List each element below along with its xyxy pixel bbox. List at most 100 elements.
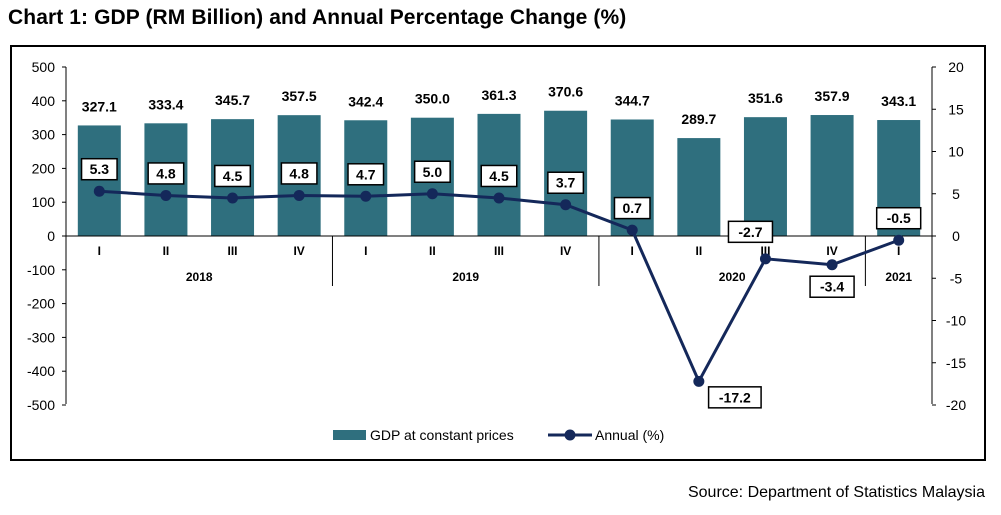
annual-change-label: -0.5 bbox=[887, 210, 911, 226]
gdp-bar-label: 343.1 bbox=[881, 93, 916, 109]
annual-change-marker bbox=[160, 189, 172, 201]
quarter-label: I bbox=[364, 244, 367, 258]
quarter-label: IV bbox=[293, 244, 304, 258]
annual-label-box bbox=[347, 163, 385, 186]
annual-change-label: -17.2 bbox=[719, 389, 751, 405]
right-tick-label: -15 bbox=[946, 355, 966, 371]
left-tick-label: -100 bbox=[27, 262, 55, 278]
annual-change-label: 4.5 bbox=[489, 168, 509, 184]
gdp-bar-label: 351.6 bbox=[748, 90, 783, 106]
gdp-bar-label: 370.6 bbox=[548, 84, 583, 100]
annual-change-label: 4.5 bbox=[223, 168, 243, 184]
annual-change-marker bbox=[826, 259, 838, 271]
quarter-label: II bbox=[429, 244, 436, 258]
source-note: Source: Department of Statistics Malaysi… bbox=[687, 484, 985, 501]
annual-label-box bbox=[413, 160, 451, 183]
annual-change-marker bbox=[293, 189, 305, 201]
legend-line-label: Annual (%) bbox=[595, 427, 664, 443]
legend-bar-swatch bbox=[333, 430, 366, 440]
annual-change-marker bbox=[626, 224, 638, 236]
right-tick-label: -20 bbox=[946, 397, 966, 413]
year-label: 2021 bbox=[885, 270, 912, 284]
left-tick-label: 400 bbox=[32, 93, 56, 109]
annual-label-box bbox=[613, 196, 651, 220]
right-tick-label: 0 bbox=[952, 228, 960, 244]
right-tick-label: 10 bbox=[948, 144, 964, 160]
annual-change-marker bbox=[560, 199, 572, 211]
quarter-label: II bbox=[163, 244, 170, 258]
right-tick-label: -10 bbox=[946, 313, 966, 329]
gdp-bar-label: 333.4 bbox=[148, 96, 183, 112]
gdp-bar-label: 327.1 bbox=[82, 98, 117, 114]
left-tick-label: 500 bbox=[32, 59, 56, 75]
legend-line-marker bbox=[564, 429, 576, 441]
right-tick-label: 5 bbox=[952, 186, 960, 202]
annual-label-box bbox=[875, 206, 922, 230]
gdp-bar-label: 357.9 bbox=[815, 88, 850, 104]
gdp-bar bbox=[743, 117, 787, 236]
annual-label-box bbox=[809, 275, 855, 298]
annual-change-label: 0.7 bbox=[622, 200, 642, 216]
quarter-label: IV bbox=[826, 244, 837, 258]
quarter-label: I bbox=[897, 244, 900, 258]
annual-change-marker bbox=[493, 192, 505, 204]
annual-label-box bbox=[147, 162, 185, 185]
left-tick-label: 300 bbox=[32, 127, 56, 143]
quarter-label: III bbox=[760, 244, 770, 258]
right-tick-label: 20 bbox=[948, 59, 964, 75]
annual-change-label: -2.7 bbox=[738, 224, 762, 240]
annual-label-box bbox=[707, 386, 762, 409]
left-tick-label: -300 bbox=[27, 329, 55, 345]
left-tick-label: -500 bbox=[27, 397, 55, 413]
chart-title: Chart 1: GDP (RM Billion) and Annual Per… bbox=[8, 6, 627, 29]
gdp-bar-label: 361.3 bbox=[481, 87, 516, 103]
annual-change-marker bbox=[93, 185, 105, 197]
annual-change-label: 5.0 bbox=[423, 164, 443, 180]
quarter-label: II bbox=[696, 244, 703, 258]
annual-change-label: 4.8 bbox=[156, 165, 176, 181]
gdp-bar-label: 342.4 bbox=[348, 93, 383, 109]
annual-change-marker bbox=[893, 234, 905, 246]
annual-label-box bbox=[280, 162, 318, 185]
left-tick-label: -400 bbox=[27, 363, 55, 379]
annual-label-box bbox=[727, 220, 774, 244]
annual-change-label: 4.8 bbox=[289, 165, 309, 181]
gdp-bar bbox=[810, 115, 854, 236]
annual-label-box bbox=[547, 171, 585, 194]
annual-label-box bbox=[214, 164, 252, 188]
year-label: 2020 bbox=[719, 270, 746, 284]
annual-change-marker bbox=[227, 192, 239, 204]
year-label: 2019 bbox=[452, 270, 479, 284]
annual-change-marker bbox=[360, 190, 372, 202]
quarter-label: IV bbox=[560, 244, 571, 258]
quarter-label: I bbox=[98, 244, 101, 258]
left-tick-label: 0 bbox=[47, 228, 55, 244]
gdp-bar bbox=[677, 138, 721, 236]
chart-frame bbox=[10, 45, 986, 461]
annual-change-label: 3.7 bbox=[556, 175, 576, 191]
right-tick-label: 15 bbox=[948, 101, 964, 117]
quarter-label: I bbox=[631, 244, 634, 258]
left-tick-label: 200 bbox=[32, 160, 56, 176]
right-tick-label: -5 bbox=[950, 270, 963, 286]
quarter-label: III bbox=[228, 244, 238, 258]
annual-change-label: -3.4 bbox=[820, 279, 844, 295]
annual-label-box bbox=[480, 164, 518, 188]
gdp-bar-label: 345.7 bbox=[215, 92, 250, 108]
annual-change-label: 5.3 bbox=[90, 161, 110, 177]
left-tick-label: -200 bbox=[27, 296, 55, 312]
annual-change-marker bbox=[759, 253, 771, 265]
year-label: 2018 bbox=[186, 270, 213, 284]
gdp-bar-label: 344.7 bbox=[615, 92, 650, 108]
annual-change-marker bbox=[426, 188, 438, 200]
gdp-bar-label: 357.5 bbox=[282, 88, 317, 104]
gdp-bar bbox=[77, 125, 121, 236]
quarter-label: III bbox=[494, 244, 504, 258]
gdp-bar-label: 350.0 bbox=[415, 91, 450, 107]
annual-label-box bbox=[80, 157, 118, 181]
gdp-bar-label: 289.7 bbox=[681, 111, 716, 127]
annual-change-marker bbox=[693, 375, 705, 387]
annual-change-label: 4.7 bbox=[356, 166, 376, 182]
left-tick-label: 100 bbox=[32, 194, 56, 210]
